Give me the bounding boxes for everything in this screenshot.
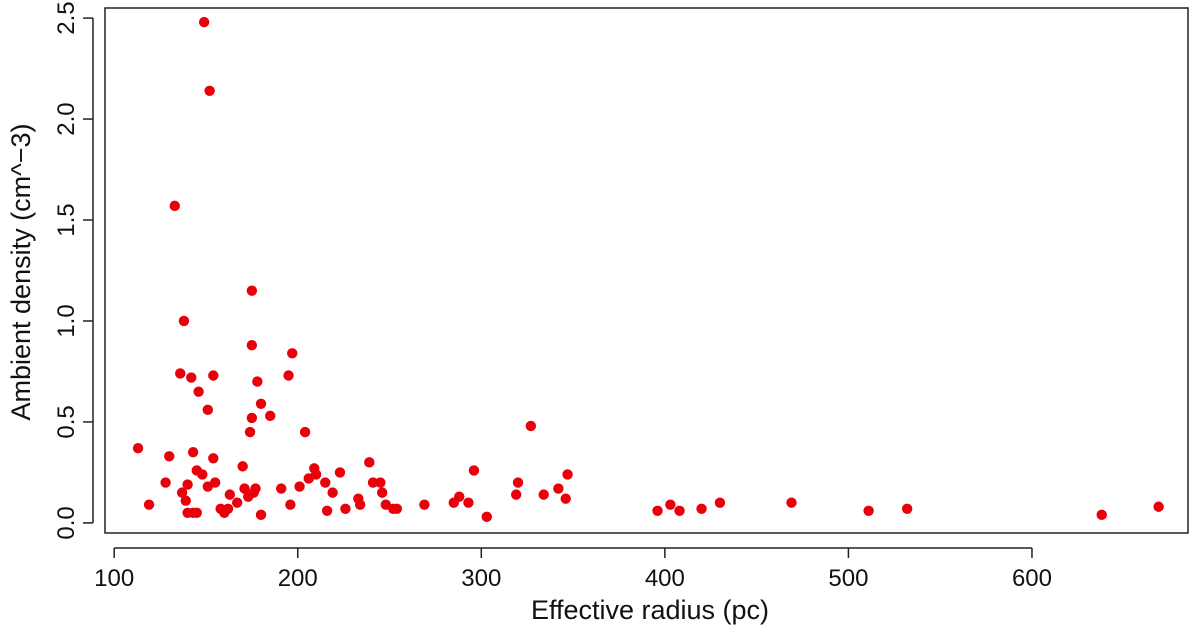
data-point	[265, 410, 276, 422]
data-point	[255, 398, 267, 409]
data-point	[224, 489, 236, 500]
data-point	[419, 499, 430, 510]
data-point	[197, 469, 208, 480]
data-point	[510, 489, 522, 500]
data-point	[468, 465, 480, 476]
data-point	[208, 370, 219, 381]
data-point	[354, 499, 366, 510]
data-point	[786, 497, 797, 508]
data-point	[191, 507, 202, 519]
data-point	[560, 493, 571, 504]
x-axis-title: Effective radius (pc)	[531, 595, 769, 625]
data-point	[182, 479, 193, 490]
data-point	[696, 503, 707, 514]
x-tick-label: 500	[828, 565, 868, 592]
data-point	[246, 340, 258, 351]
data-point	[164, 451, 175, 462]
data-point	[276, 483, 287, 494]
data-point	[169, 200, 180, 212]
data-point	[512, 477, 524, 488]
data-point	[321, 505, 333, 516]
data-point	[244, 426, 256, 438]
data-point	[231, 497, 243, 508]
data-point	[193, 386, 204, 397]
data-point	[652, 505, 663, 516]
data-point	[187, 447, 199, 458]
data-point	[714, 497, 726, 508]
data-point	[1096, 509, 1107, 521]
data-point	[176, 487, 188, 498]
data-point	[143, 499, 155, 510]
data-point	[222, 503, 234, 514]
data-point	[525, 420, 537, 432]
data-point	[186, 372, 197, 383]
data-point	[299, 426, 311, 438]
data-point	[283, 370, 294, 381]
plot-frame	[104, 7, 1189, 534]
data-point	[237, 461, 248, 472]
x-tick-label: 600	[1012, 565, 1052, 592]
data-point	[327, 487, 338, 498]
data-point	[454, 491, 465, 502]
data-point	[310, 469, 322, 480]
data-point	[287, 348, 298, 359]
data-point	[562, 469, 573, 480]
data-point	[364, 457, 375, 468]
x-tick-label: 200	[278, 565, 318, 592]
x-axis: 100 200 300 400 500 600	[94, 547, 1052, 592]
y-axis: 0.0 0.5 1.0 1.5 2.0 2.5	[53, 1, 94, 540]
y-tick-label: 1.5	[53, 203, 80, 236]
data-point	[901, 503, 913, 514]
data-point	[553, 483, 564, 494]
data-point	[250, 483, 261, 494]
data-point	[863, 505, 874, 516]
data-point	[463, 497, 474, 508]
data-point	[255, 509, 267, 521]
data-point	[180, 495, 191, 506]
data-point	[209, 477, 221, 488]
y-tick-label: 1.0	[53, 304, 80, 337]
data-point	[160, 477, 171, 488]
data-point	[538, 489, 549, 500]
data-point	[367, 477, 379, 488]
data-point	[334, 467, 346, 478]
data-point	[1153, 501, 1164, 512]
data-point	[285, 499, 296, 510]
data-point	[246, 412, 258, 424]
data-point	[481, 511, 493, 523]
data-point	[178, 315, 190, 327]
data-points	[132, 16, 1164, 523]
x-tick-label: 400	[645, 565, 685, 592]
data-point	[376, 487, 388, 498]
data-point	[204, 85, 215, 96]
data-point	[320, 477, 331, 488]
y-axis-title: Ambient density (cm^−3)	[6, 123, 36, 420]
data-point	[202, 404, 213, 416]
data-point	[252, 376, 263, 387]
data-point	[132, 442, 144, 454]
y-tick-label: 0.5	[53, 405, 80, 438]
data-point	[175, 368, 186, 379]
y-tick-label: 0.0	[53, 506, 80, 539]
data-point	[674, 505, 685, 516]
data-point	[340, 503, 351, 514]
data-point	[665, 499, 676, 510]
x-tick-label: 300	[461, 565, 501, 592]
data-point	[239, 483, 250, 494]
y-tick-label: 2.0	[53, 102, 80, 135]
data-point	[294, 481, 305, 492]
y-tick-label: 2.5	[53, 1, 80, 34]
data-point	[246, 285, 258, 296]
data-point	[391, 503, 403, 514]
data-point	[208, 453, 219, 464]
data-point	[375, 477, 386, 488]
x-tick-label: 100	[94, 565, 134, 592]
data-point	[198, 16, 210, 28]
